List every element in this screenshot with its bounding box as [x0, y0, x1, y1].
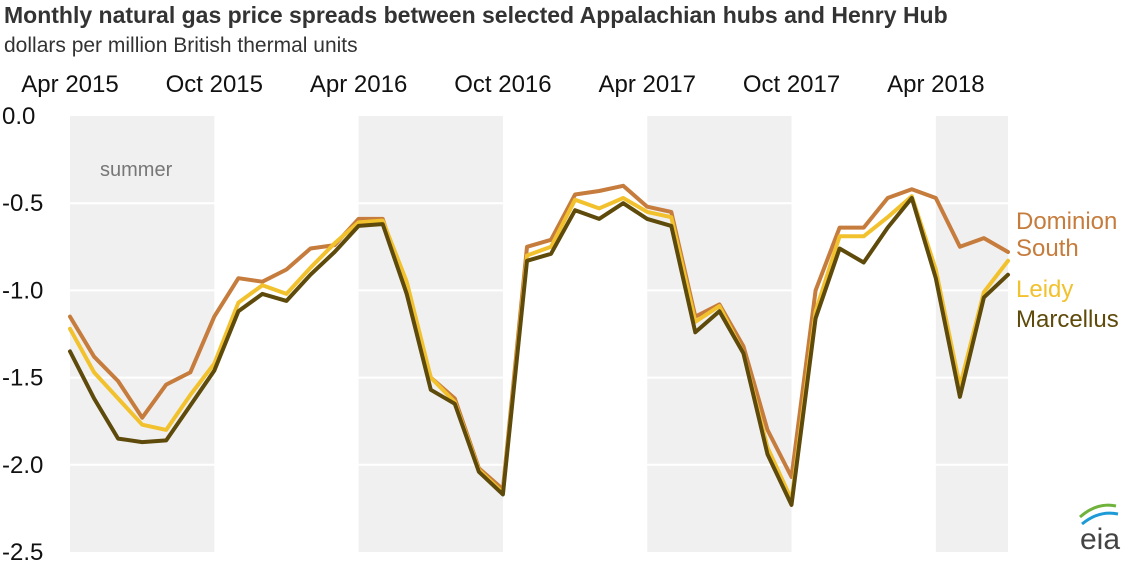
y-tick-label: -2.5	[2, 539, 43, 566]
chart-title: Monthly natural gas price spreads betwee…	[4, 2, 948, 28]
y-tick-label: -1.5	[2, 365, 43, 392]
x-tick-label: Oct 2017	[743, 71, 840, 98]
summer-band-1	[358, 116, 503, 552]
chart-subtitle: dollars per million British thermal unit…	[4, 34, 358, 57]
eia-logo: eia	[1079, 503, 1120, 556]
x-tick-label: Apr 2017	[599, 71, 696, 98]
summer-band-0	[70, 116, 215, 552]
y-tick-label: 0.0	[2, 103, 35, 130]
series-line-marcellus	[68, 196, 1010, 507]
series-line-leidy	[68, 194, 1010, 502]
x-tick-label: Oct 2015	[166, 71, 263, 98]
x-tick-label: Apr 2016	[310, 71, 407, 98]
series-label: Leidy	[1016, 276, 1073, 303]
y-tick-label: -1.0	[2, 277, 43, 304]
series-line-dominion-south	[68, 183, 1010, 492]
summer-label: summer	[100, 159, 173, 181]
series-label: Dominion	[1016, 208, 1117, 235]
gridlines	[70, 202, 1008, 466]
summer-band-2	[647, 116, 792, 552]
series-label: South	[1016, 235, 1079, 262]
y-tick-label: -2.0	[2, 452, 43, 479]
y-tick-label: -0.5	[2, 190, 43, 217]
series-lines	[68, 183, 1010, 507]
logo-arc-green	[1079, 503, 1117, 519]
logo-text: eia	[1080, 523, 1120, 556]
x-tick-label: Apr 2018	[887, 71, 984, 98]
x-tick-label: Apr 2015	[21, 71, 118, 98]
y-axis-ticks: 0.0 -0.5 -1.0 -1.5 -2.0 -2.5	[2, 103, 43, 566]
series-label: Marcellus	[1016, 306, 1119, 333]
summer-shading	[70, 116, 1008, 552]
logo-arc-blue	[1081, 511, 1119, 526]
x-axis-ticks: Apr 2015 Oct 2015 Apr 2016 Oct 2016 Apr 2017…	[21, 71, 984, 98]
x-tick-label: Oct 2016	[454, 71, 551, 98]
